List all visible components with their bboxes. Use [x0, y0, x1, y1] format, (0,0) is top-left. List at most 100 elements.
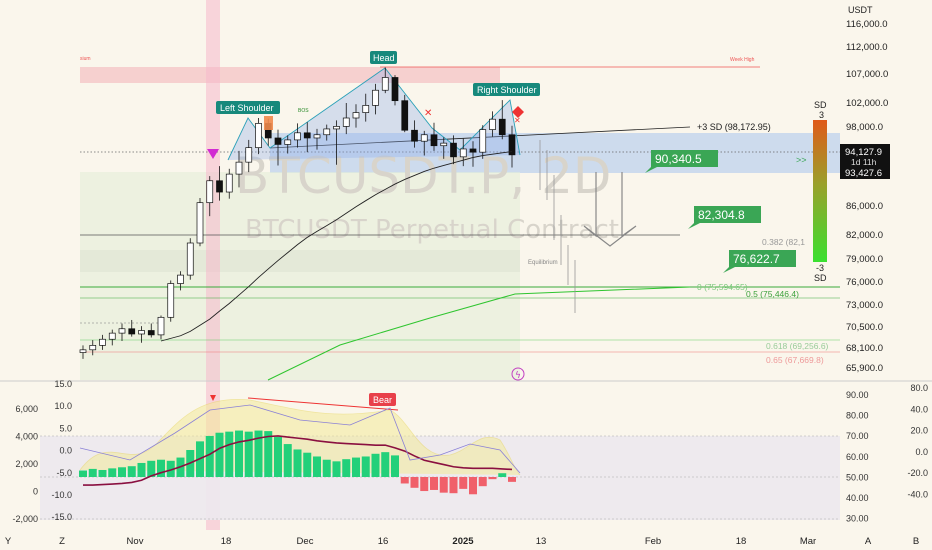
trend-line — [267, 286, 691, 381]
candle-body — [323, 128, 331, 136]
histogram-bar — [98, 469, 107, 477]
head-label: Head — [370, 51, 397, 64]
time-tick: 16 — [378, 536, 389, 547]
sd-gauge-bottom-value: -3 — [816, 263, 824, 273]
oscillator-tick: 0.0 — [915, 447, 928, 457]
histogram-bar — [205, 435, 214, 477]
time-tick: 2025 — [452, 536, 474, 547]
oscillator-tick: -40.0 — [907, 490, 928, 500]
oscillator-tick: 80.00 — [846, 411, 869, 421]
oscillator-tick: 6,000 — [15, 404, 38, 414]
candle-body — [450, 142, 457, 158]
candle-body — [167, 283, 175, 318]
fib-label: 0.618 (69,256.6) — [766, 341, 829, 351]
histogram-bar — [157, 459, 165, 477]
currency-label: USDT — [848, 5, 873, 15]
candle-body — [489, 118, 496, 130]
candle-body — [138, 330, 145, 335]
histogram-bar — [274, 437, 282, 477]
candle-body — [255, 123, 262, 149]
candle-body — [479, 129, 487, 153]
histogram-bar — [410, 477, 419, 488]
histogram-bar — [166, 460, 175, 477]
candle-body — [235, 161, 243, 175]
candle-body — [352, 112, 360, 119]
price-tick: 116,000.0 — [846, 19, 888, 30]
sell-marker-icon — [210, 395, 216, 401]
oscillator-tick: 5.0 — [59, 423, 72, 433]
candle-body — [284, 139, 292, 145]
candle-body — [391, 77, 399, 102]
candle-body — [177, 274, 184, 284]
histogram-bar — [127, 466, 136, 477]
histogram-bar — [508, 477, 516, 482]
candle-body — [196, 202, 204, 244]
oscillator-tick: 40.00 — [846, 493, 869, 503]
candle-body — [216, 180, 223, 193]
oscillator-tick: 15.0 — [54, 379, 72, 389]
histogram-bar — [400, 477, 409, 484]
price-axis[interactable]: 116,000.0 112,000.0 107,000.0 102,000.0 98,0… — [846, 19, 888, 374]
time-tick: A — [865, 536, 872, 547]
histogram-bar — [293, 449, 302, 477]
histogram-bar — [439, 477, 448, 493]
candle-body — [372, 89, 379, 106]
oscillator-tick: 4,000 — [15, 432, 38, 442]
histogram-bar — [79, 470, 87, 477]
trend-line-red — [247, 397, 399, 411]
price-tick: 102,000.0 — [846, 98, 888, 109]
svg-text:Right Shoulder: Right Shoulder — [477, 85, 537, 95]
histogram-bar — [498, 473, 507, 477]
candle-body — [118, 328, 126, 334]
candle-body — [469, 148, 477, 153]
candle-body — [430, 134, 438, 147]
fib-label: 0.382 (82,1 — [762, 237, 805, 247]
histogram-bar — [420, 477, 429, 492]
sd-gauge-top-value: 3 — [819, 110, 824, 120]
oscillator-tick: 80.0 — [910, 383, 928, 393]
candle-body — [206, 180, 214, 204]
histogram-bar — [313, 456, 321, 477]
candle-body — [420, 134, 428, 142]
candle-body — [459, 148, 467, 158]
oscillator-tick: -2,000 — [12, 514, 38, 524]
histogram-bar — [147, 460, 156, 477]
candle-body — [157, 316, 165, 336]
projection-arrow — [583, 172, 637, 247]
price-tick: 70,500.0 — [846, 322, 883, 333]
symbol-subtitle-watermark: BTCUSDT Perpetual Contract — [245, 215, 619, 245]
histogram-bar — [225, 431, 234, 477]
candle-body — [245, 147, 253, 163]
histogram-bar — [449, 477, 458, 494]
svg-text:76,622.7: 76,622.7 — [733, 252, 780, 266]
time-tick: Z — [59, 536, 65, 547]
oscillator-tick: 20.0 — [910, 426, 928, 436]
lightning-icon: ϟ — [515, 371, 521, 381]
price-tick: 112,000.0 — [846, 42, 888, 53]
oscillator-tick: 2,000 — [15, 459, 38, 469]
premium-zone — [270, 133, 840, 173]
lightning-icon[interactable] — [511, 367, 525, 381]
candle-body — [401, 100, 409, 131]
time-axis[interactable]: Y Z Nov 18 Dec 16 2025 13 Feb 18 Mar A B — [5, 536, 919, 547]
histogram-bar — [254, 430, 263, 477]
last-price-badge: 94,127.9 1d 11h 93,427.6 — [840, 144, 890, 179]
price-tick: 68,100.0 — [846, 343, 883, 354]
svg-text:93,427.6: 93,427.6 — [845, 168, 882, 179]
price-label-90340: 90,340.5 — [645, 150, 718, 173]
histogram-bar — [342, 459, 351, 477]
svg-text:90,340.5: 90,340.5 — [655, 152, 702, 166]
fib-label: 0.5 (75,446.4) — [746, 289, 799, 299]
candle-body — [79, 349, 87, 353]
histogram-bar — [215, 432, 224, 477]
buy-marker-icon — [207, 149, 219, 159]
oscillator-left-axis-a: 15.0 10.0 5.0 0.0 -5.0 -10.0 -15.0 — [51, 379, 72, 522]
session-highlight — [206, 0, 220, 530]
candle-body — [508, 134, 516, 156]
price-tick: 98,000.0 — [846, 122, 883, 133]
histogram-bar — [469, 477, 477, 495]
svg-text:94,127.9: 94,127.9 — [845, 147, 882, 158]
price-tick: 76,000.0 — [846, 277, 883, 288]
stack-marker-icon — [264, 116, 273, 130]
